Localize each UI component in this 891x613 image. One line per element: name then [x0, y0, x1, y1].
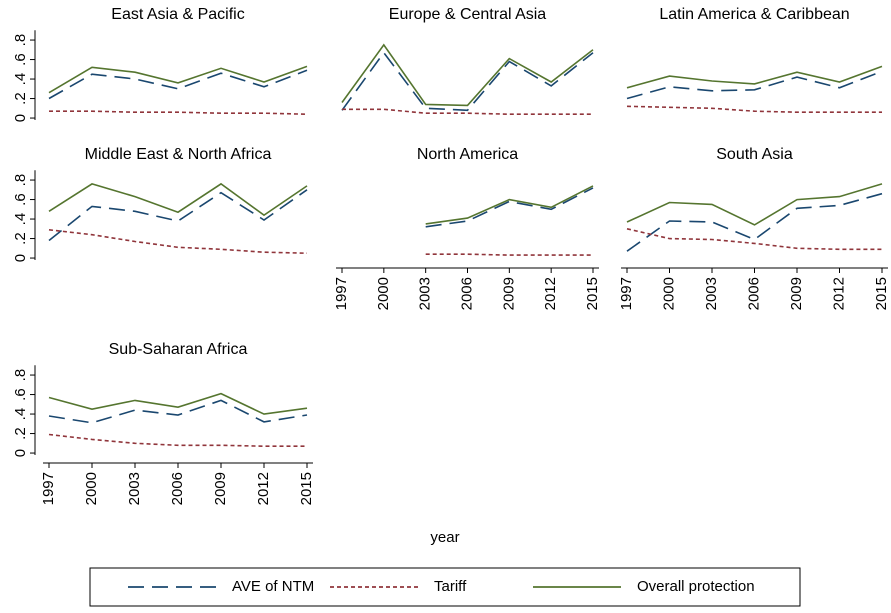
y-tick-label: .6: [12, 388, 29, 401]
panel-title: North America: [417, 146, 518, 163]
x-tick-label: 2006: [745, 277, 762, 310]
y-tick-label: .2: [12, 232, 29, 245]
y-tick-label: .4: [12, 73, 29, 86]
x-tick-label: 2009: [212, 472, 229, 505]
series-line: [341, 51, 594, 112]
y-tick-label: .8: [12, 34, 29, 47]
x-tick-label: 2015: [298, 472, 315, 505]
series-line: [626, 70, 883, 100]
series-line: [48, 392, 308, 415]
y-tick-label: .8: [12, 369, 29, 382]
series-line: [341, 43, 594, 107]
series-line: [48, 229, 308, 254]
y-tick-label: .2: [12, 92, 29, 105]
y-tick-label: .2: [12, 427, 29, 440]
series-line: [626, 192, 883, 252]
series-line: [48, 182, 308, 217]
x-tick-label: 2003: [417, 277, 434, 310]
x-tick-label: 2012: [542, 277, 559, 310]
panel-title: Latin America & Caribbean: [659, 6, 849, 23]
x-tick-label: 2009: [788, 277, 805, 310]
x-tick-label: 2015: [584, 277, 601, 310]
x-tick-label: 2006: [169, 472, 186, 505]
y-tick-label: .8: [12, 174, 29, 187]
series-line: [626, 65, 883, 89]
y-tick-label: .4: [12, 408, 29, 421]
y-tick-label: 0: [12, 449, 29, 457]
series-line: [48, 433, 307, 447]
series-line: [425, 187, 594, 228]
series-line: [425, 253, 593, 256]
y-tick-label: .4: [12, 213, 29, 226]
panel-title: Middle East & North Africa: [85, 146, 272, 163]
y-tick-label: 0: [12, 114, 29, 122]
x-axis-label: year: [430, 529, 459, 546]
series-line: [48, 65, 308, 94]
x-tick-label: 1997: [333, 277, 350, 310]
panel-title: South Asia: [716, 146, 793, 163]
x-tick-label: 2000: [375, 277, 392, 310]
panel-title: East Asia & Pacific: [111, 6, 244, 23]
x-tick-label: 2003: [126, 472, 143, 505]
legend-label: Tariff: [434, 578, 467, 595]
y-tick-label: .6: [12, 53, 29, 66]
x-tick-label: 2000: [660, 277, 677, 310]
series-line: [48, 399, 308, 424]
x-tick-label: 2015: [873, 277, 890, 310]
x-tick-label: 2012: [830, 277, 847, 310]
x-tick-label: 2009: [500, 277, 517, 310]
x-tick-label: 2012: [255, 472, 272, 505]
x-tick-label: 1997: [40, 472, 57, 505]
y-tick-label: .6: [12, 193, 29, 206]
series-line: [626, 228, 882, 251]
x-tick-label: 2006: [458, 277, 475, 310]
x-tick-label: 2000: [83, 472, 100, 505]
series-line: [48, 189, 308, 242]
series-line: [425, 185, 594, 225]
legend-label: AVE of NTM: [232, 578, 314, 595]
series-line: [49, 110, 308, 115]
panel-title: Europe & Central Asia: [389, 6, 547, 23]
series-line: [48, 69, 308, 100]
x-tick-label: 1997: [618, 277, 635, 310]
panel-title: Sub-Saharan Africa: [109, 341, 248, 358]
series-line: [626, 105, 882, 113]
series-line: [626, 183, 883, 226]
x-tick-label: 2003: [703, 277, 720, 310]
legend-label: Overall protection: [637, 578, 755, 595]
y-tick-label: 0: [12, 254, 29, 262]
